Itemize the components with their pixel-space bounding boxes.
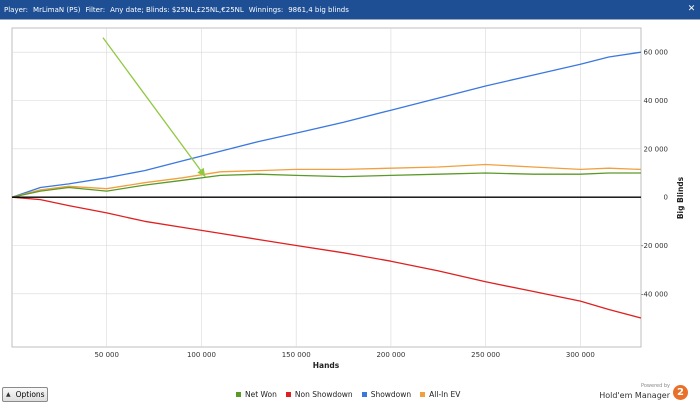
y-axis-ticks: 60 000 40 000 20 000 0 -20 000 -40 000 [641, 49, 668, 299]
x-axis-ticks: 50 000 100 000 150 000 200 000 250 000 300 00… [94, 351, 594, 359]
winnings-label: Winnings: [248, 5, 284, 14]
player-label: Player: [4, 5, 29, 14]
hem2-logo-icon: 2 [673, 385, 688, 400]
legend-label: Non Showdown [294, 390, 353, 399]
legend-swatch [420, 392, 426, 397]
legend-item-net-won[interactable]: Net Won [236, 390, 277, 399]
chart-series [11, 51, 642, 319]
legend-item-non-showdown[interactable]: Non Showdown [285, 390, 353, 399]
annotation-arrow-head [197, 167, 206, 177]
options-button[interactable]: ▲ Options [2, 387, 48, 402]
x-tick-label: 100 000 [187, 351, 216, 359]
close-icon[interactable]: ✕ [687, 4, 696, 14]
y-tick-label: 20 000 [644, 145, 669, 153]
y-tick-label: -20 000 [641, 242, 668, 250]
graph-panel: 50 000 100 000 150 000 200 000 250 000 300 00… [0, 19, 700, 385]
legend-label: Showdown [370, 390, 412, 399]
legend-item-all-in-ev[interactable]: All-In EV [420, 390, 460, 399]
chart-legend: Net Won Non Showdown Showdown All-In EV [236, 390, 469, 399]
y-axis-label: Big Blinds [676, 176, 685, 219]
brand-logo: Powered by Hold'em Manager 2 [599, 383, 692, 403]
legend-label: Net Won [245, 390, 277, 399]
x-tick-label: 50 000 [94, 351, 119, 359]
legend-item-showdown[interactable]: Showdown [361, 390, 412, 399]
filter-label: Filter: [85, 5, 106, 14]
winnings-value: 9861,4 big blinds [288, 5, 349, 14]
winnings-chart: 50 000 100 000 150 000 200 000 250 000 300 00… [11, 27, 685, 370]
legend-swatch [361, 392, 367, 397]
series-line-non-showdown [11, 196, 642, 319]
chart-grid [11, 27, 642, 348]
expand-triangle-icon: ▲ [6, 391, 11, 398]
series-line-all-in-ev [11, 163, 642, 198]
x-tick-label: 150 000 [282, 351, 311, 359]
plot-area [11, 27, 642, 348]
y-tick-label: 60 000 [644, 49, 669, 57]
player-value: MrLimaN (PS) [33, 5, 81, 14]
chart-annotation [102, 37, 206, 178]
powered-by-label: Powered by [641, 383, 670, 389]
x-tick-label: 300 000 [566, 351, 595, 359]
annotation-arrow-shaft [102, 37, 206, 178]
legend-label: All-In EV [429, 390, 461, 399]
y-tick-label: -40 000 [641, 290, 668, 298]
filter-value: Any date; Blinds: $25NL,£25NL,€25NL [110, 5, 244, 14]
brand-name: Hold'em Manager [599, 391, 670, 400]
legend-swatch [285, 392, 291, 397]
x-tick-label: 250 000 [471, 351, 500, 359]
x-axis-label: Hands [313, 361, 340, 370]
y-tick-label: 40 000 [644, 97, 669, 105]
series-line-showdown [11, 51, 642, 198]
y-tick-label: 0 [664, 194, 668, 202]
graph-footer: ▲ Options Net Won Non Showdown Showdown … [0, 383, 700, 404]
options-label: Options [15, 390, 45, 399]
legend-swatch [236, 392, 241, 397]
series-line-net-won [11, 172, 641, 198]
report-titlebar: Player: MrLimaN (PS) Filter: Any date; B… [0, 0, 700, 19]
x-tick-label: 200 000 [376, 351, 405, 359]
